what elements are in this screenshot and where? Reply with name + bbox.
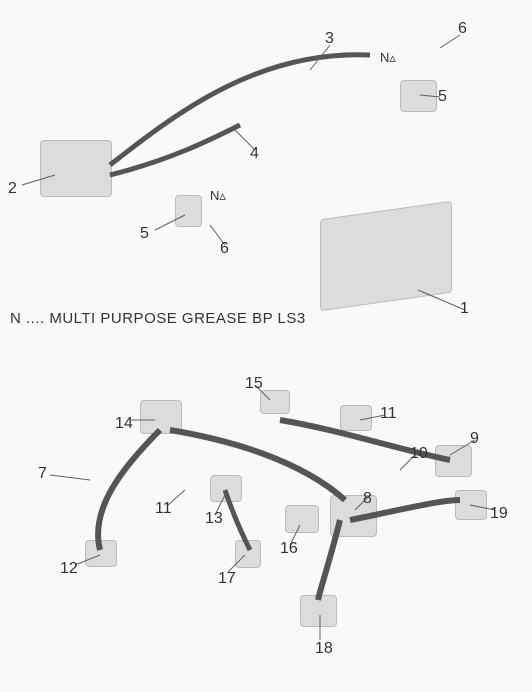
spark-plug-cap-a xyxy=(400,80,437,112)
n-marker: N▵ xyxy=(210,188,226,204)
ignition-coil xyxy=(40,140,112,197)
callout-18: 18 xyxy=(315,640,333,658)
callout-5: 5 xyxy=(140,225,149,243)
callout-6: 6 xyxy=(220,240,229,258)
spark-plug-cap-b xyxy=(175,195,202,227)
callout-1: 1 xyxy=(460,300,469,318)
callout-2: 2 xyxy=(8,180,17,198)
connector-19 xyxy=(455,490,487,520)
diagram-lines xyxy=(0,0,532,692)
parts-diagram: N .... MULTI PURPOSE GREASE BP LS3 N▵ N▵… xyxy=(0,0,532,692)
ecu-module xyxy=(320,201,452,312)
connector-11a xyxy=(340,405,372,431)
connector-13 xyxy=(210,475,242,502)
connector-15 xyxy=(260,390,290,414)
connector-14 xyxy=(140,400,182,434)
connector-16 xyxy=(285,505,319,533)
callout-8: 8 xyxy=(363,490,372,508)
callout-7: 7 xyxy=(38,465,47,483)
grease-note: N .... MULTI PURPOSE GREASE BP LS3 xyxy=(10,310,306,327)
connector-12 xyxy=(85,540,117,567)
callout-13: 13 xyxy=(205,510,223,528)
connector-18 xyxy=(300,595,337,627)
connector-9 xyxy=(435,445,472,477)
callout-4: 4 xyxy=(250,145,259,163)
callout-5: 5 xyxy=(438,88,447,106)
callout-19: 19 xyxy=(490,505,508,523)
connector-17 xyxy=(235,540,261,568)
n-marker: N▵ xyxy=(380,50,396,66)
callout-6: 6 xyxy=(458,20,467,38)
callout-14: 14 xyxy=(115,415,133,433)
callout-11: 11 xyxy=(380,405,397,423)
callout-11: 11 xyxy=(155,500,172,518)
callout-16: 16 xyxy=(280,540,298,558)
callout-10: 10 xyxy=(410,445,428,463)
callout-12: 12 xyxy=(60,560,78,578)
callout-3: 3 xyxy=(325,30,334,48)
callout-9: 9 xyxy=(470,430,479,448)
callout-15: 15 xyxy=(245,375,263,393)
callout-17: 17 xyxy=(218,570,236,588)
